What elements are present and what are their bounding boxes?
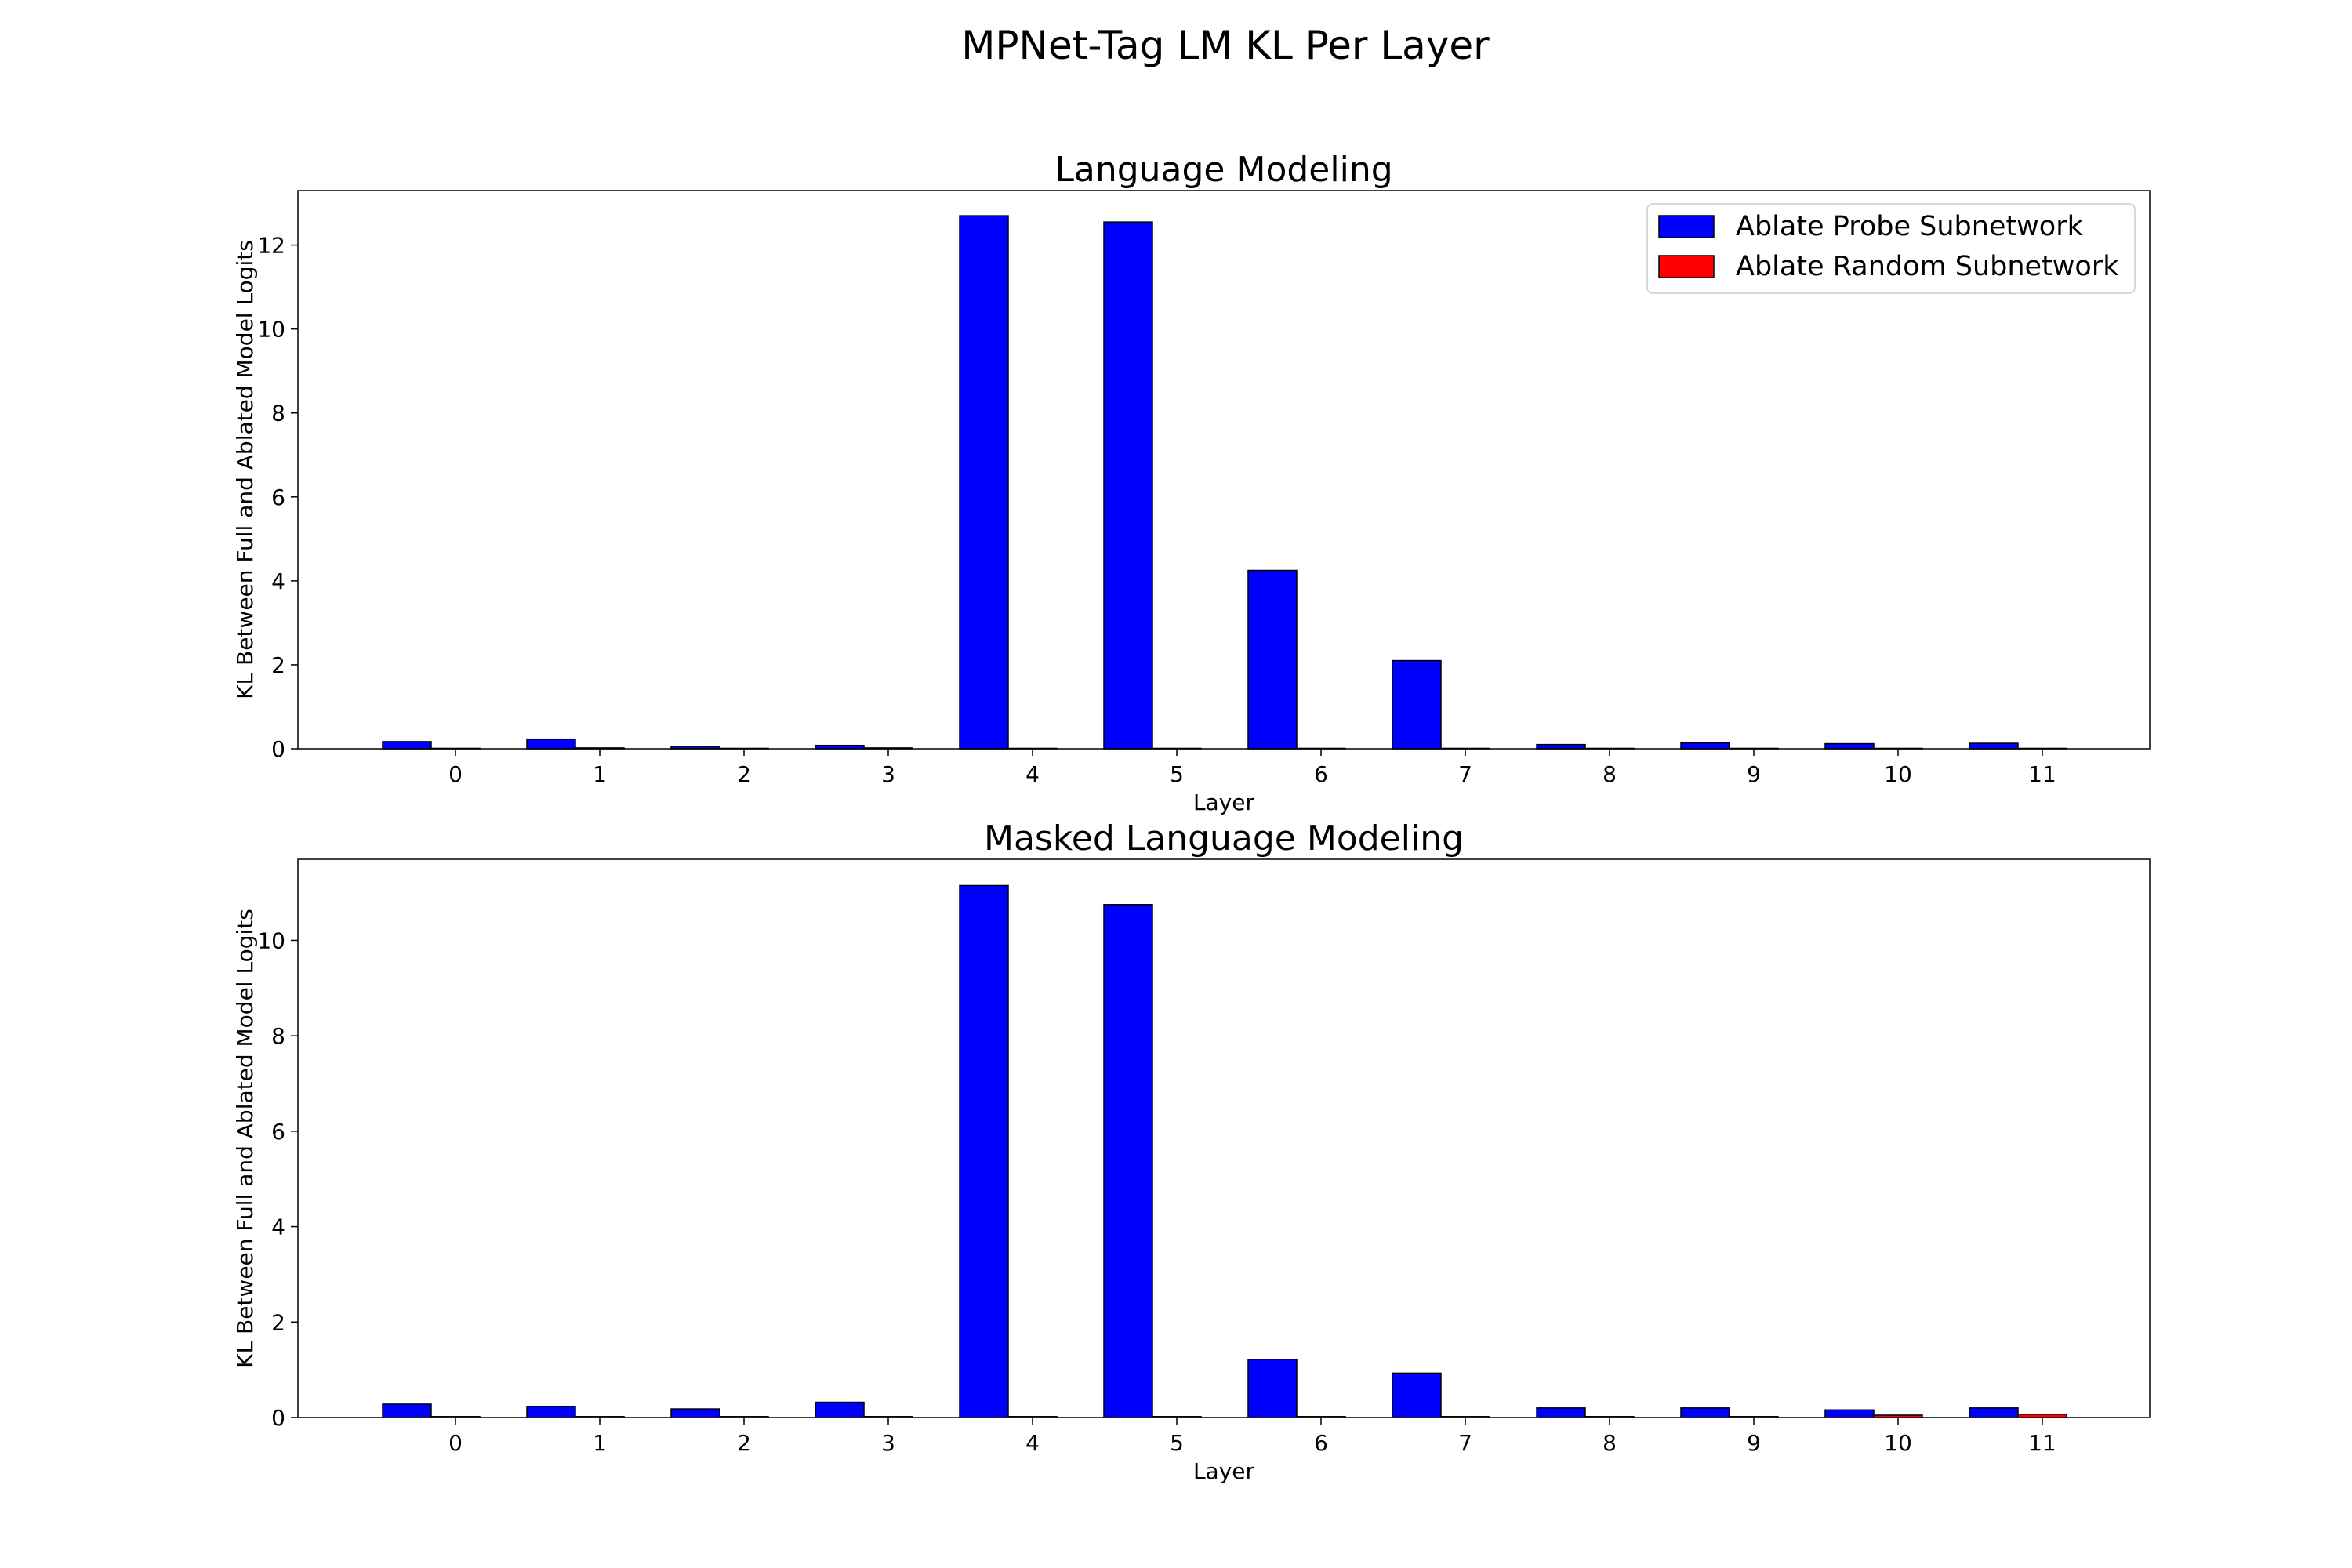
chart-panel-1: Masked Language Modeling 0 1 2 3 4 5 6 7 8 9 10 11 0 2… bbox=[232, 818, 2151, 1484]
bar-p1-s0-c5 bbox=[1103, 904, 1153, 1418]
bar-p0-s0-c10 bbox=[1824, 742, 1875, 750]
bar-p1-s0-c11 bbox=[1969, 1407, 2019, 1418]
bar-p1-s0-c3 bbox=[815, 1401, 865, 1418]
x-tick-label-1-5: 5 bbox=[1170, 1430, 1184, 1456]
bar-p1-s0-c2 bbox=[670, 1408, 720, 1418]
y-tick-label-1-0: 0 bbox=[271, 1405, 285, 1431]
bar-p0-s0-c7 bbox=[1392, 659, 1442, 750]
y-tick-label-1-1: 2 bbox=[271, 1309, 285, 1335]
y-tick-label-0-3: 6 bbox=[271, 485, 285, 510]
bar-p1-s0-c10 bbox=[1824, 1409, 1875, 1418]
y-axis-label-0: KL Between Full and Ablated Model Logits bbox=[232, 240, 258, 699]
bar-p0-s0-c9 bbox=[1680, 742, 1730, 750]
x-tick-label-0-5: 5 bbox=[1170, 761, 1184, 787]
x-tick-label-1-2: 2 bbox=[737, 1430, 751, 1456]
bar-p0-s0-c0 bbox=[382, 741, 432, 750]
bar-p0-s0-c6 bbox=[1247, 569, 1298, 750]
bar-p1-s0-c7 bbox=[1392, 1372, 1442, 1418]
legend-box bbox=[1646, 203, 2136, 294]
x-tick-label-1-4: 4 bbox=[1025, 1430, 1040, 1456]
y-tick-label-0-1: 2 bbox=[271, 652, 285, 678]
bar-p1-s0-c4 bbox=[959, 884, 1009, 1418]
x-tick-label-1-9: 9 bbox=[1747, 1430, 1761, 1456]
x-tick-label-1-11: 11 bbox=[2028, 1430, 2056, 1456]
bar-p0-s0-c5 bbox=[1103, 221, 1153, 750]
legend-swatch-0 bbox=[1658, 215, 1715, 238]
chart-title-0: Language Modeling bbox=[1054, 150, 1392, 190]
bar-p1-s0-c1 bbox=[526, 1406, 576, 1418]
legend-swatch-1 bbox=[1658, 255, 1715, 278]
legend: Ablate Probe Subnetwork Ablate Random Sub… bbox=[1646, 203, 2136, 294]
bar-p1-s0-c8 bbox=[1536, 1407, 1586, 1418]
figure-title: MPNet-Tag LM KL Per Layer bbox=[961, 23, 1490, 68]
y-tick-label-1-4: 8 bbox=[271, 1023, 285, 1049]
x-tick-label-1-7: 7 bbox=[1458, 1430, 1472, 1456]
y-tick-label-0-0: 0 bbox=[271, 736, 285, 762]
y-tick-label-0-2: 4 bbox=[271, 568, 285, 594]
chart-title-1: Masked Language Modeling bbox=[984, 818, 1464, 858]
x-tick-label-0-8: 8 bbox=[1602, 761, 1617, 787]
bar-p1-s0-c9 bbox=[1680, 1407, 1730, 1418]
bar-p0-s0-c1 bbox=[526, 738, 576, 750]
legend-label-0: Ablate Probe Subnetwork bbox=[1736, 211, 2084, 242]
x-tick-label-0-9: 9 bbox=[1747, 761, 1761, 787]
x-tick-label-1-1: 1 bbox=[593, 1430, 607, 1456]
bar-p1-s0-c0 bbox=[382, 1403, 432, 1418]
x-tick-label-0-7: 7 bbox=[1458, 761, 1472, 787]
x-tick-label-0-11: 11 bbox=[2028, 761, 2056, 787]
y-tick-label-0-6: 12 bbox=[257, 233, 285, 259]
bar-p0-s0-c8 bbox=[1536, 743, 1586, 750]
x-tick-label-0-0: 0 bbox=[448, 761, 463, 787]
y-axis-label-1: KL Between Full and Ablated Model Logits bbox=[232, 909, 258, 1368]
x-tick-label-1-8: 8 bbox=[1602, 1430, 1617, 1456]
y-tick-label-1-2: 4 bbox=[271, 1214, 285, 1240]
x-tick-label-0-4: 4 bbox=[1025, 761, 1040, 787]
x-tick-label-0-6: 6 bbox=[1314, 761, 1328, 787]
x-axis-label-1: Layer bbox=[1193, 1458, 1255, 1484]
x-tick-label-0-10: 10 bbox=[1884, 761, 1912, 787]
x-tick-label-0-3: 3 bbox=[881, 761, 895, 787]
axes-frame-0 bbox=[297, 190, 2151, 750]
legend-label-1: Ablate Random Subnetwork bbox=[1736, 251, 2119, 282]
x-tick-label-1-3: 3 bbox=[881, 1430, 895, 1456]
x-tick-label-0-1: 1 bbox=[593, 761, 607, 787]
x-tick-label-0-2: 2 bbox=[737, 761, 751, 787]
y-tick-label-1-3: 6 bbox=[271, 1119, 285, 1145]
x-tick-label-1-0: 0 bbox=[448, 1430, 463, 1456]
axes-frame-1 bbox=[297, 858, 2151, 1418]
x-tick-label-1-6: 6 bbox=[1314, 1430, 1328, 1456]
x-tick-label-1-10: 10 bbox=[1884, 1430, 1912, 1456]
y-tick-label-1-5: 10 bbox=[257, 927, 285, 953]
bar-p1-s0-c6 bbox=[1247, 1359, 1298, 1418]
y-tick-label-0-5: 10 bbox=[257, 317, 285, 343]
bar-p0-s0-c4 bbox=[959, 215, 1009, 750]
bar-p0-s0-c11 bbox=[1969, 742, 2019, 750]
y-tick-label-0-4: 8 bbox=[271, 401, 285, 426]
x-axis-label-0: Layer bbox=[1193, 789, 1255, 815]
